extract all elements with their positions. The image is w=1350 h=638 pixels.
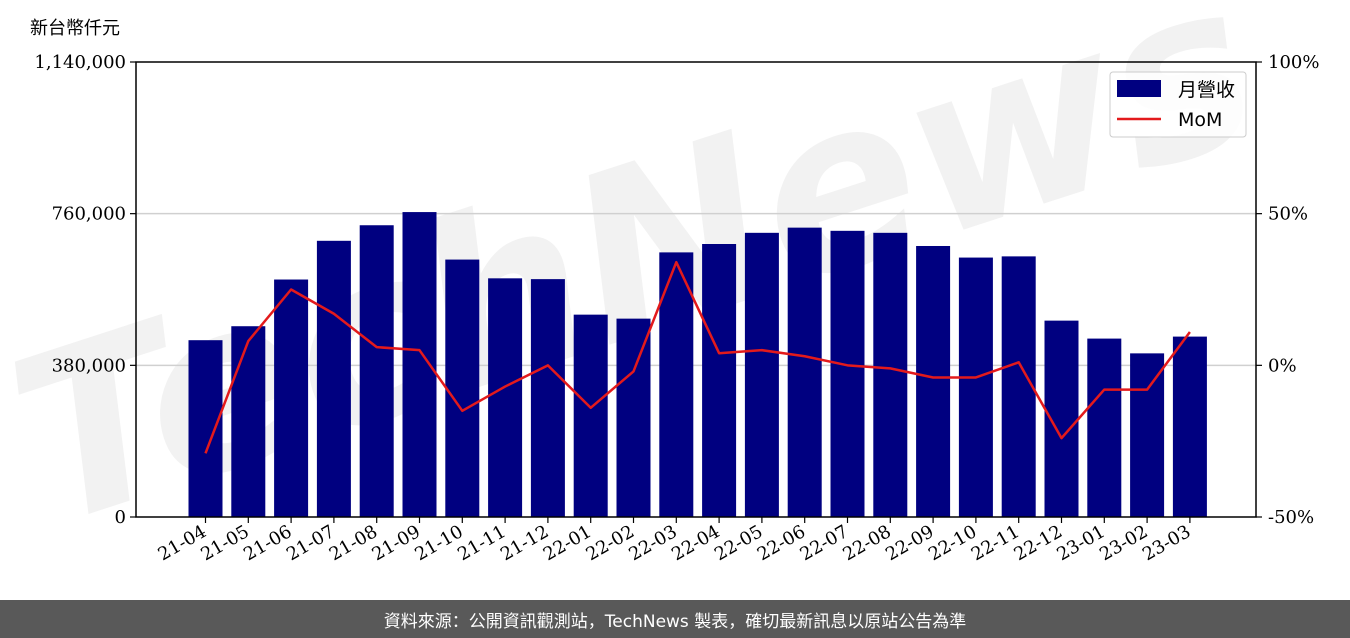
bar-21-07 bbox=[316, 240, 351, 518]
x-tick-label: 21-09 bbox=[369, 521, 424, 565]
bar-21-12 bbox=[530, 279, 565, 517]
plot-frame bbox=[135, 61, 1257, 518]
left-tick-label: 1,140,000 bbox=[34, 52, 126, 73]
bar-22-06 bbox=[787, 227, 822, 517]
x-tick-label: 23-02 bbox=[1096, 521, 1151, 565]
x-tick-label: 23-03 bbox=[1139, 521, 1194, 565]
left-tick-label: 380,000 bbox=[52, 355, 126, 376]
y-axis-unit-label: 新台幣仟元 bbox=[30, 18, 120, 39]
bar-21-11 bbox=[488, 278, 523, 517]
x-tick-label: 21-11 bbox=[454, 521, 509, 565]
bar-22-02 bbox=[616, 318, 651, 517]
x-tick-label: 22-08 bbox=[839, 521, 894, 565]
mom-line bbox=[204, 260, 1191, 454]
x-tick-label: 22-03 bbox=[625, 521, 680, 565]
left-tick-label: 760,000 bbox=[52, 204, 126, 225]
bar-22-05 bbox=[744, 232, 779, 517]
left-tick-label: 0 bbox=[115, 507, 126, 528]
legend-bar-swatch bbox=[1117, 80, 1161, 97]
bar-series bbox=[188, 212, 1207, 518]
x-tick-label: 22-02 bbox=[583, 521, 638, 565]
x-tick-label: 22-01 bbox=[540, 521, 595, 565]
bar-21-09 bbox=[402, 212, 437, 517]
legend-label-revenue: 月營收 bbox=[1178, 79, 1235, 101]
bar-22-11 bbox=[1001, 256, 1036, 517]
bar-21-06 bbox=[274, 279, 309, 517]
right-tick-label: 50% bbox=[1268, 204, 1308, 225]
bar-22-07 bbox=[830, 230, 865, 517]
x-tick-label: 21-12 bbox=[497, 521, 552, 565]
right-tick-label: -50% bbox=[1268, 507, 1314, 528]
mom-line-series bbox=[204, 260, 1191, 454]
x-tick-label: 21-08 bbox=[326, 521, 381, 565]
bar-22-10 bbox=[958, 257, 993, 517]
x-tick-label: 22-06 bbox=[754, 521, 809, 565]
x-tick-label: 22-10 bbox=[925, 521, 980, 565]
bar-21-05 bbox=[231, 326, 266, 517]
bar-22-09 bbox=[916, 245, 951, 518]
bar-22-01 bbox=[573, 314, 608, 517]
x-tick-label: 22-12 bbox=[1011, 521, 1066, 565]
footer-text: 資料來源：公開資訊觀測站，TechNews 製表，確切最新訊息以原站公告為準 bbox=[383, 611, 967, 632]
x-tick-label: 22-11 bbox=[968, 521, 1023, 565]
source-footer: 資料來源：公開資訊觀測站，TechNews 製表，確切最新訊息以原站公告為準 bbox=[0, 600, 1350, 638]
chart: TechNews 0380,000760,0001,140,000-50%0%5… bbox=[0, 0, 1319, 579]
bar-22-08 bbox=[873, 232, 908, 517]
legend: 月營收 MoM bbox=[1109, 71, 1247, 138]
x-tick-label: 21-07 bbox=[283, 521, 338, 565]
x-tick-label: 22-07 bbox=[797, 521, 852, 565]
right-tick-label: 0% bbox=[1268, 355, 1297, 376]
x-tick-label: 22-09 bbox=[882, 521, 937, 565]
legend-label-mom: MoM bbox=[1178, 109, 1222, 131]
x-tick-label: 23-01 bbox=[1053, 521, 1108, 565]
bar-21-10 bbox=[445, 259, 480, 517]
right-tick-label: 100% bbox=[1268, 52, 1319, 73]
x-tick-label: 21-06 bbox=[240, 521, 295, 565]
bar-23-02 bbox=[1130, 353, 1165, 517]
x-tick-label: 22-05 bbox=[711, 521, 766, 565]
bar-23-01 bbox=[1087, 338, 1122, 517]
bar-22-04 bbox=[702, 244, 737, 517]
x-tick-label: 21-10 bbox=[411, 521, 466, 565]
bar-22-03 bbox=[659, 252, 694, 517]
bar-21-08 bbox=[359, 225, 394, 518]
bar-23-03 bbox=[1172, 336, 1207, 517]
bar-21-04 bbox=[188, 340, 223, 517]
x-tick-label: 22-04 bbox=[668, 521, 723, 565]
